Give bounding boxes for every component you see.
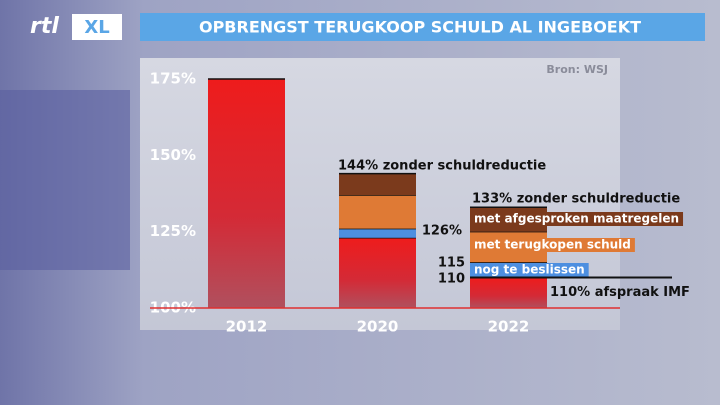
logo-box [72,14,122,40]
x-tick-label: 2022 [488,318,530,336]
annotation: 126% [422,224,462,239]
label-bg [470,238,635,252]
bar-segment [470,277,547,308]
y-tick-label: 125% [150,222,196,240]
annotation: 133% zonder schuldreductie [472,192,680,207]
series-label: met terugkopen schuld [474,238,631,252]
bar-segment [339,228,416,238]
bar-segment [339,237,416,308]
annotation: 115 [438,256,465,271]
logo-suffix: XL [84,17,109,38]
x-tick-label: 2012 [226,318,268,336]
bar-segment [339,195,416,229]
label-bg [470,212,684,226]
x-tick-label: 2020 [357,318,399,336]
bar-segment [208,79,285,308]
annotation: 144% zonder schuldreductie [338,159,546,174]
y-tick-label: 150% [150,146,196,164]
series-label: nog te beslissen [474,263,585,277]
series-label: met afgesproken maatregelen [474,212,679,226]
bar-segment [339,173,416,196]
source: Bron: WSJ [546,63,608,76]
decor [0,90,130,270]
y-tick-label: 175% [150,70,196,88]
title-bar [140,13,705,41]
label-bg [470,263,589,277]
chart-title: OPBRENGST TERUGKOOP SCHULD AL INGEBOEKT [199,18,641,37]
annotation: 110 [438,272,465,287]
logo: rtl [30,14,59,39]
reference-label: 110% afspraak IMF [550,285,690,300]
